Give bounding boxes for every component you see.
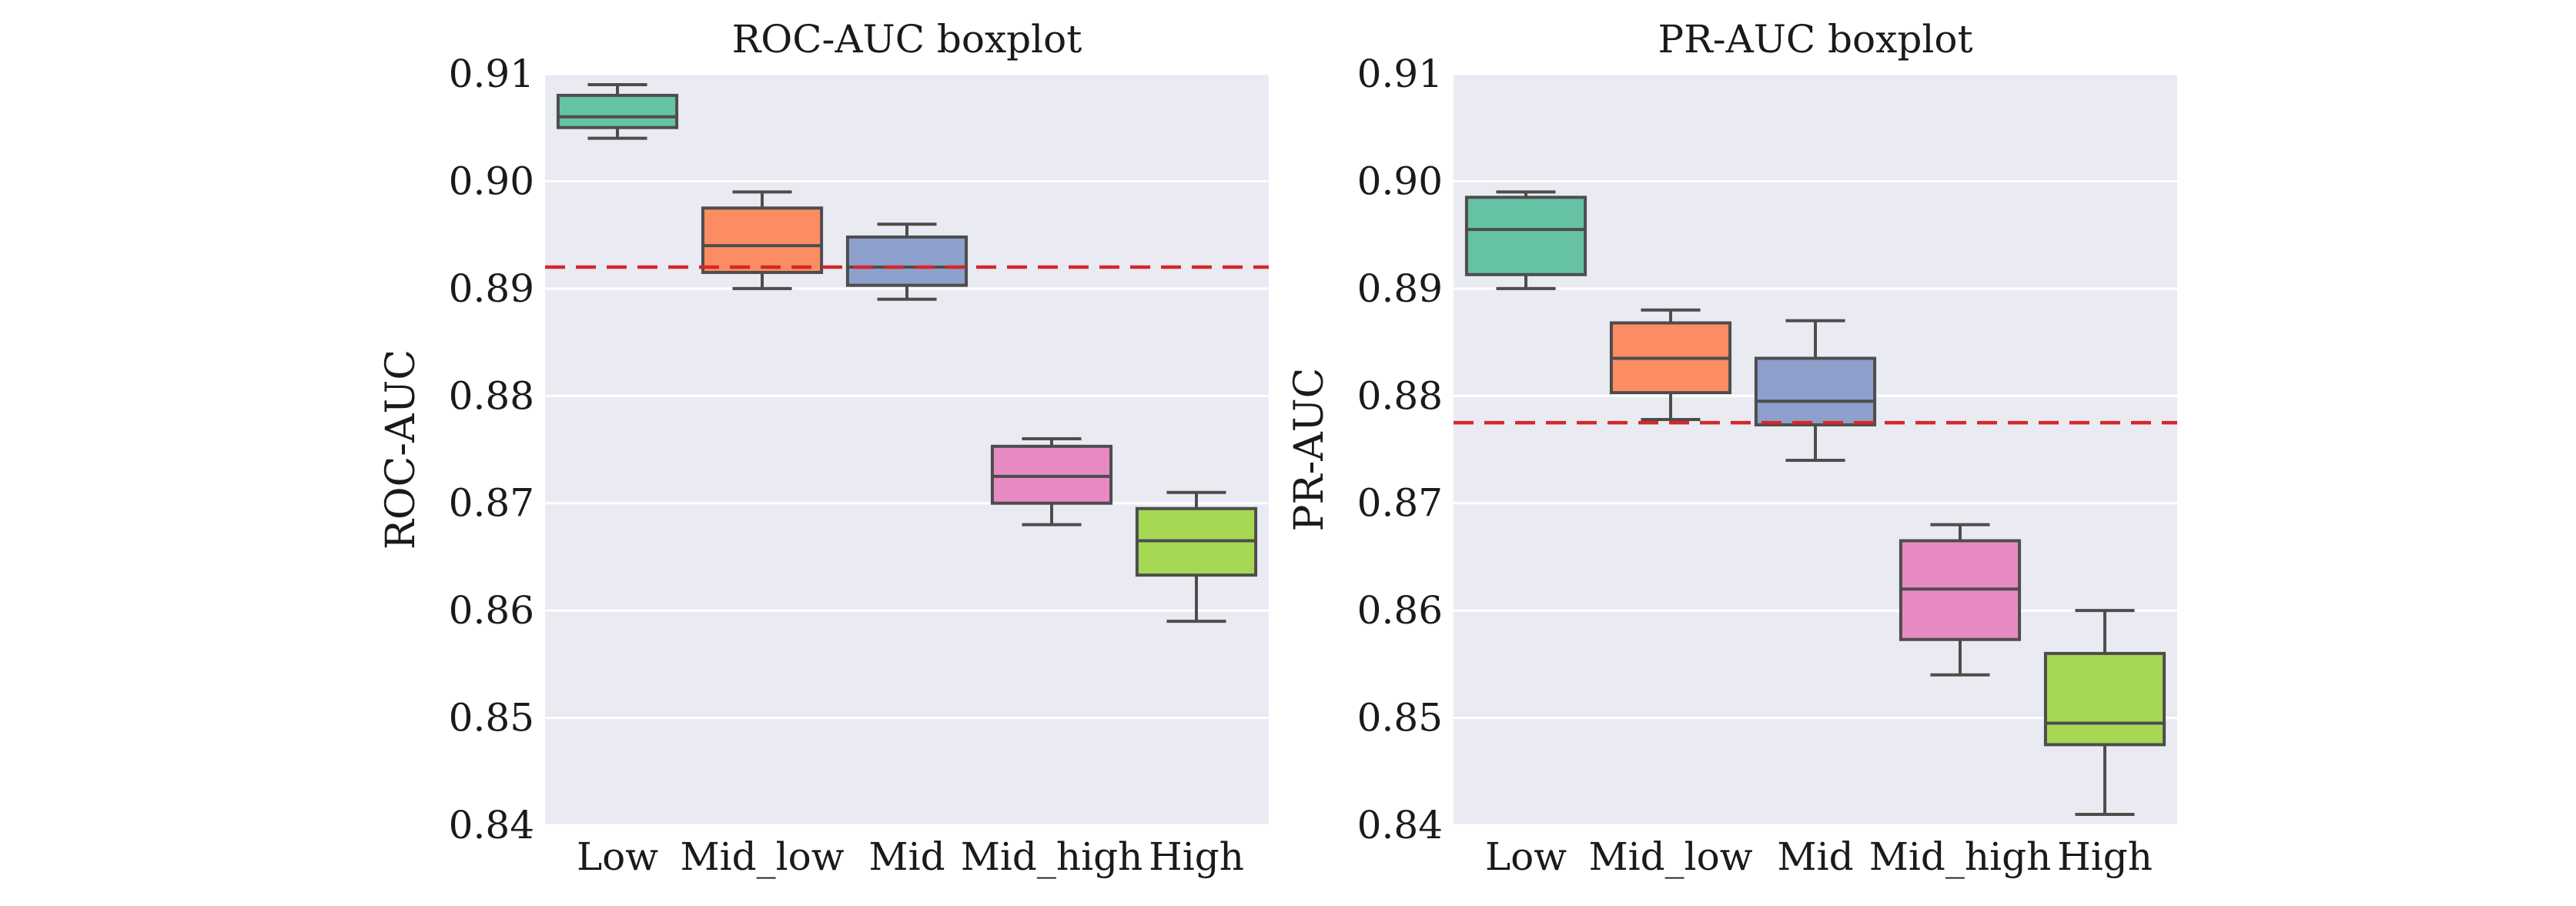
x-tick-label: Low — [577, 834, 658, 879]
x-tick-label: Mid — [868, 834, 945, 879]
y-tick-label: 0.90 — [449, 159, 534, 203]
y-tick-label: 0.87 — [449, 481, 534, 526]
y-tick-label: 0.87 — [1357, 481, 1443, 526]
box-low — [1464, 190, 1587, 290]
y-tick-label: 0.86 — [1357, 588, 1443, 633]
x-tick-label: Low — [1485, 834, 1567, 879]
roc-auc-panel: 0.84 0.85 0.86 0.87 0.88 0.89 0.90 0.91 ROC-AUC … — [378, 17, 1269, 879]
box-mid-low — [701, 190, 824, 290]
y-tick-label: 0.86 — [449, 588, 534, 633]
box-mid-high — [1899, 523, 2022, 677]
box-high — [2043, 609, 2166, 817]
iqr-box — [556, 93, 679, 129]
iqr-box — [2043, 651, 2166, 747]
y-axis-label: ROC-AUC — [378, 349, 424, 550]
box-mid-high — [990, 437, 1113, 527]
y-tick-label: 0.84 — [449, 803, 534, 847]
x-tick-label: High — [1149, 834, 1244, 879]
y-tick-label: 0.85 — [449, 696, 534, 741]
y-tick-label: 0.91 — [1357, 52, 1443, 96]
box-low — [556, 82, 679, 140]
iqr-box — [990, 444, 1113, 505]
x-tick-label: Mid_low — [1588, 834, 1752, 879]
iqr-box — [701, 206, 824, 274]
plot-area — [545, 74, 1269, 825]
chart-title: ROC-AUC boxplot — [732, 17, 1082, 62]
iqr-box — [845, 235, 969, 287]
box-mid-low — [1609, 308, 1732, 421]
box-mid — [1754, 319, 1877, 462]
y-tick-label: 0.89 — [449, 266, 534, 311]
chart-title: PR-AUC boxplot — [1658, 17, 1972, 62]
y-tick-label: 0.90 — [1357, 159, 1443, 203]
pr-auc-panel: 0.84 0.85 0.86 0.87 0.88 0.89 0.90 0.91 PR-AUC b… — [1286, 17, 2177, 879]
y-tick-label: 0.84 — [1357, 803, 1443, 847]
box-high — [1135, 490, 1258, 624]
x-tick-label: Mid_high — [961, 834, 1143, 879]
y-tick-label: 0.88 — [1357, 373, 1443, 418]
x-tick-label: High — [2057, 834, 2153, 879]
box-mid — [845, 222, 969, 301]
iqr-box — [1464, 196, 1587, 276]
iqr-box — [1754, 356, 1877, 426]
y-tick-label: 0.85 — [1357, 696, 1443, 741]
y-tick-label: 0.91 — [449, 52, 534, 96]
y-axis-label: PR-AUC — [1286, 368, 1333, 532]
y-tick-label: 0.88 — [449, 373, 534, 418]
x-tick-label: Mid_high — [1869, 834, 2052, 879]
x-tick-label: Mid_low — [680, 834, 844, 879]
y-tick-label: 0.89 — [1357, 266, 1443, 311]
x-tick-label: Mid — [1777, 834, 1853, 879]
